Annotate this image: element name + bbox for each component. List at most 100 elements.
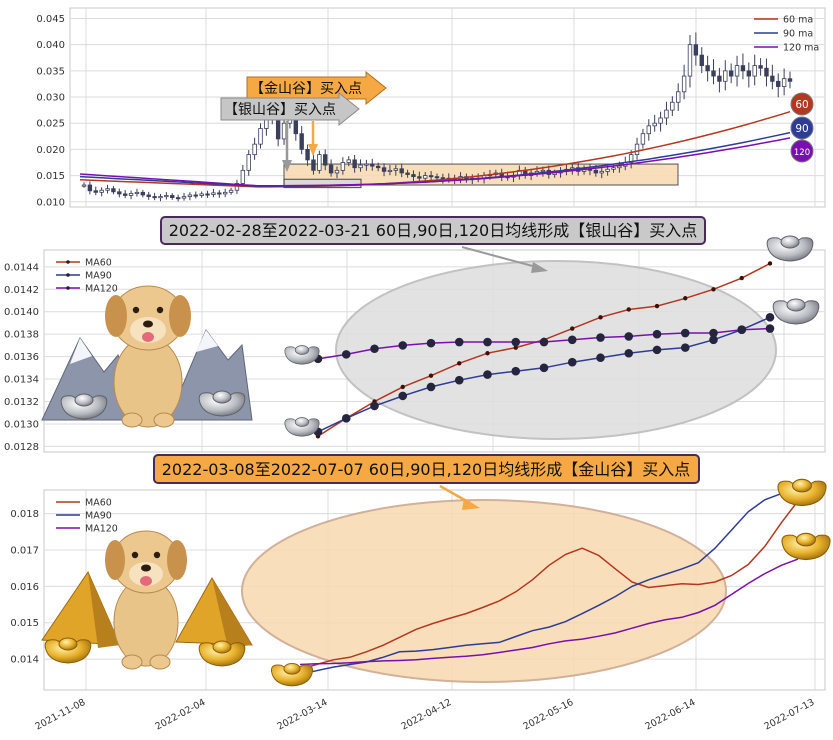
silver-ingot-icon (766, 235, 814, 262)
data-point (737, 325, 747, 334)
legend-label: MA60 (85, 498, 112, 509)
candle-body (676, 91, 681, 103)
silver-ingot-icon (772, 298, 820, 325)
candle-body (681, 75, 687, 93)
candle-body (128, 192, 134, 196)
candle-body (164, 195, 169, 198)
candle-body (734, 65, 740, 77)
candle-body (693, 44, 699, 56)
ingot-top (212, 390, 232, 404)
data-point (454, 337, 464, 347)
data-point (511, 366, 521, 376)
data-point (711, 287, 716, 292)
banner-text: 2022-03-08至2022-07-07 60日,90日,120日均线形成【金… (162, 460, 691, 479)
ingot-body (60, 395, 108, 420)
mountain-snow (70, 338, 92, 364)
dog-eye (153, 551, 161, 559)
data-point (626, 307, 631, 312)
data-point (428, 373, 434, 378)
candle-body (611, 167, 616, 170)
ingot-top (780, 235, 800, 249)
banner-pointer-head (531, 262, 548, 273)
end-badge (790, 92, 814, 116)
data-point (765, 324, 775, 333)
data-point (739, 275, 744, 281)
legend-label: 60 ma (783, 15, 813, 26)
gold-ingot-icon (44, 637, 92, 664)
data-point (400, 384, 405, 390)
y-tick-label: 0.0138 (4, 330, 39, 341)
data-point (341, 414, 351, 423)
dog-muzzle (130, 317, 166, 343)
x-tick-label: 2022-03-14 (275, 697, 329, 733)
data-point (624, 348, 634, 358)
candle-body (334, 169, 340, 174)
candle-body (746, 70, 752, 77)
ma90-line (299, 490, 799, 676)
end-badge (790, 139, 814, 163)
banner-pointer-head (462, 498, 480, 510)
ingot-top (74, 393, 94, 407)
dog-nose (141, 564, 151, 572)
gold-pointer-head (308, 144, 318, 156)
legend-label: 120 ma (783, 43, 819, 54)
candle-body (211, 192, 216, 195)
candle-body (370, 163, 375, 167)
candle-body (717, 75, 722, 82)
data-point (652, 345, 662, 355)
x-tick-label: 2022-05-16 (521, 697, 575, 733)
legend-label: MA120 (85, 524, 118, 535)
data-point (567, 335, 577, 345)
data-point (652, 329, 662, 339)
dog-nose (143, 320, 153, 328)
dog-tongue (142, 332, 154, 342)
data-point (624, 332, 634, 341)
candle-body (140, 191, 146, 196)
data-point (457, 361, 462, 366)
gold-ingot-icon (198, 640, 246, 667)
legend-label: MA60 (85, 258, 112, 269)
silver-callout (220, 91, 360, 127)
data-point (683, 296, 688, 301)
legend-label: MA90 (85, 271, 112, 282)
ingot-top (294, 345, 310, 355)
data-point (680, 328, 690, 338)
gold-valley-panel: 0.014 0.015 0.016 0.017 0.018 MA60 MA90 MA120 20… (10, 454, 831, 733)
data-point (598, 315, 603, 320)
candle-body (111, 188, 116, 193)
candle-body (299, 133, 304, 150)
legend-label: 90 ma (783, 29, 813, 40)
candle-body (593, 169, 599, 174)
dog-mascot-illustration (41, 530, 253, 670)
legend: MA60 MA90 MA120 (56, 498, 118, 535)
candle-body (393, 168, 399, 171)
dog-paw (153, 412, 175, 428)
data-point (513, 345, 518, 350)
candle-body (317, 154, 322, 171)
end-badge-label: 90 (795, 123, 808, 135)
data-point (341, 350, 351, 359)
data-point (511, 337, 521, 347)
candle-body (381, 167, 387, 172)
candle-body (217, 192, 222, 195)
dog-tongue (140, 576, 152, 586)
data-point (709, 335, 718, 345)
gold-callout-label: 【金山谷】买入点 (250, 81, 362, 97)
y-tick-label: 0.017 (10, 546, 39, 557)
candlestick-panel: 0.010 0.015 0.020 0.025 0.030 0.035 0.040 0.045… (36, 7, 826, 208)
dog-ear (169, 295, 191, 337)
candle-body (628, 154, 634, 163)
candle-body (170, 195, 175, 198)
silver-callout-label: 【银山谷】买入点 (224, 102, 336, 118)
end-badge-label: 60 (795, 99, 808, 111)
candle-body (258, 128, 263, 145)
candle-body (781, 78, 787, 87)
ingot-body (777, 480, 827, 507)
candle-body (375, 165, 381, 169)
candle-body (134, 191, 140, 194)
y-tick-label: 0.0130 (4, 419, 39, 430)
candle-body (81, 184, 87, 187)
legend: MA60 MA90 MA120 (56, 258, 118, 295)
candle-body (328, 164, 334, 174)
x-tick-label: 2022-07-13 (762, 697, 816, 733)
